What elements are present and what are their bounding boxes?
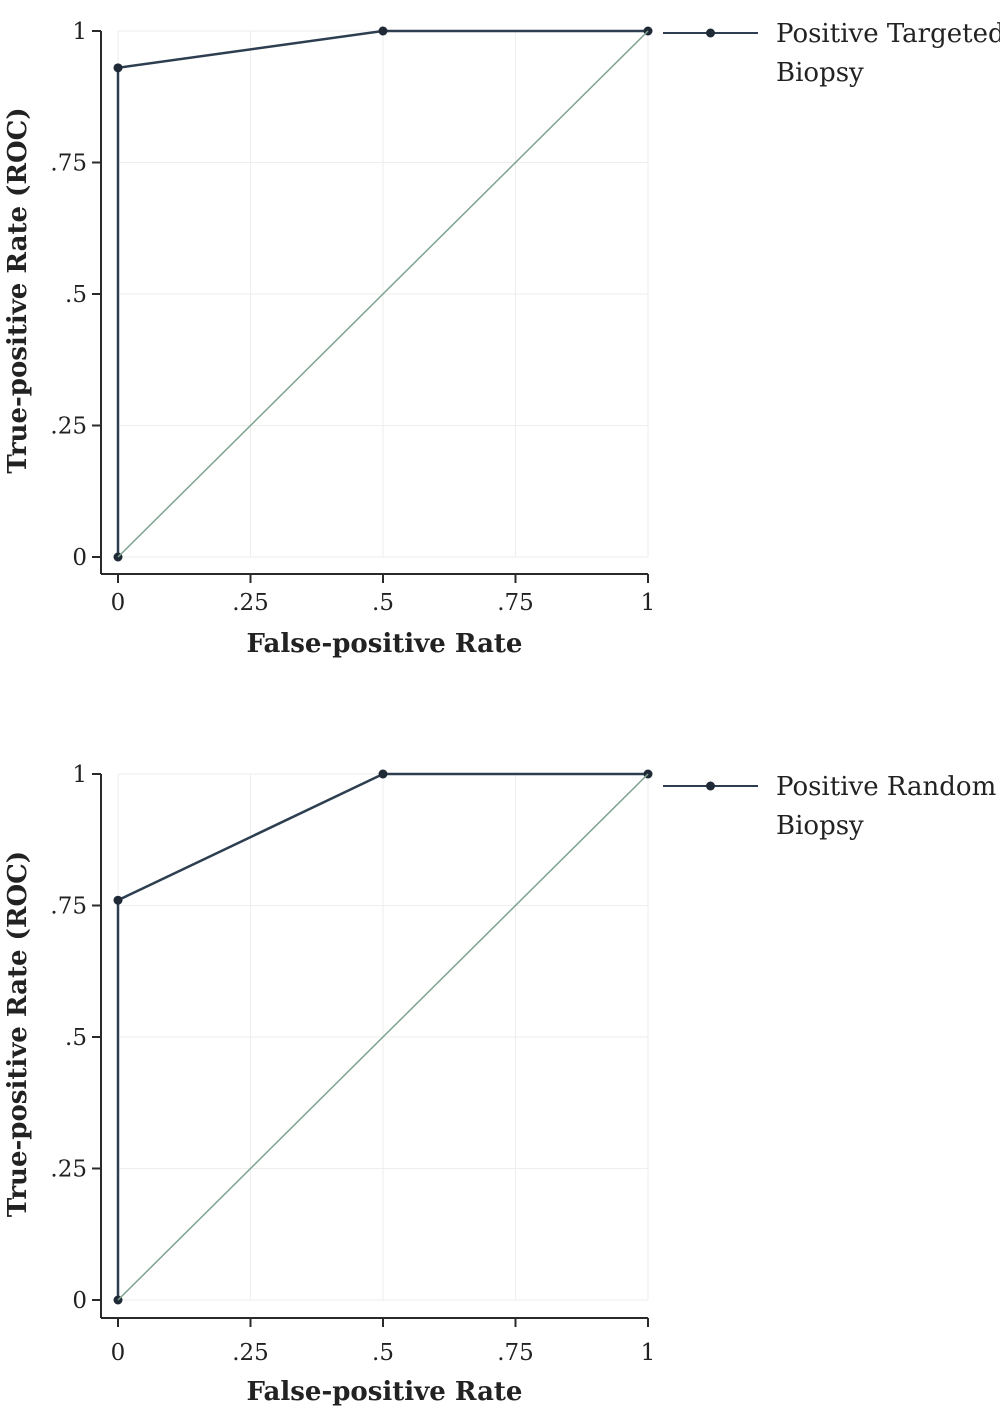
x-tick-label: .75 bbox=[497, 1340, 534, 1366]
roc-step-line bbox=[116, 29, 648, 557]
legend-marker bbox=[706, 781, 715, 791]
x-tick-label: .75 bbox=[497, 590, 534, 616]
y-tick-label: .25 bbox=[50, 1157, 87, 1183]
chart-1: 0 .25 .5 .75 1 0 .25 .5 .75 1 False-positive Rate T… bbox=[3, 19, 1000, 659]
legend-label: Positive Random Biopsy bbox=[776, 772, 996, 841]
reference-diagonal-line bbox=[117, 773, 649, 1301]
x-axis-title: False-positive Rate bbox=[247, 1377, 523, 1407]
x-tick-label: .25 bbox=[232, 590, 269, 616]
reference-line-series bbox=[117, 30, 649, 558]
y-tick-label: 1 bbox=[72, 19, 87, 45]
y-tick-label: .5 bbox=[65, 282, 87, 308]
x-tick-label: 0 bbox=[111, 1340, 126, 1366]
roc-point bbox=[378, 26, 388, 36]
roc-point bbox=[113, 895, 123, 905]
y-axis-title: True-positive Rate (ROC) bbox=[3, 107, 33, 473]
y-tick-label: .25 bbox=[50, 414, 87, 440]
y-tick-label: .75 bbox=[50, 894, 87, 920]
x-tick-label: .5 bbox=[372, 1340, 394, 1366]
y-tick-label: .5 bbox=[65, 1025, 87, 1051]
roc-step-line bbox=[116, 772, 648, 1300]
legend-marker bbox=[706, 28, 715, 38]
roc-point bbox=[378, 769, 388, 779]
reference-diagonal-line bbox=[117, 30, 649, 558]
x-tick-label: 0 bbox=[111, 590, 126, 616]
y-axis-title: True-positive Rate (ROC) bbox=[3, 851, 33, 1217]
x-tick-label: 1 bbox=[641, 1340, 656, 1366]
roc-point bbox=[113, 63, 123, 73]
y-tick-label: 0 bbox=[72, 1288, 87, 1314]
chart-2: 0 .25 .5 .75 1 0 .25 .5 .75 1 False-positive Rate T… bbox=[3, 762, 996, 1407]
x-tick-label: 1 bbox=[641, 590, 656, 616]
reference-line-series bbox=[117, 773, 649, 1301]
x-axis-title: False-positive Rate bbox=[247, 629, 523, 659]
y-tick-label: 1 bbox=[72, 762, 87, 788]
x-tick-label: .25 bbox=[232, 1340, 269, 1366]
y-tick-label: .75 bbox=[50, 151, 87, 177]
y-tick-label: 0 bbox=[72, 545, 87, 571]
legend-label: Positive Targeted Biopsy bbox=[776, 19, 1000, 88]
x-tick-label: .5 bbox=[372, 590, 394, 616]
